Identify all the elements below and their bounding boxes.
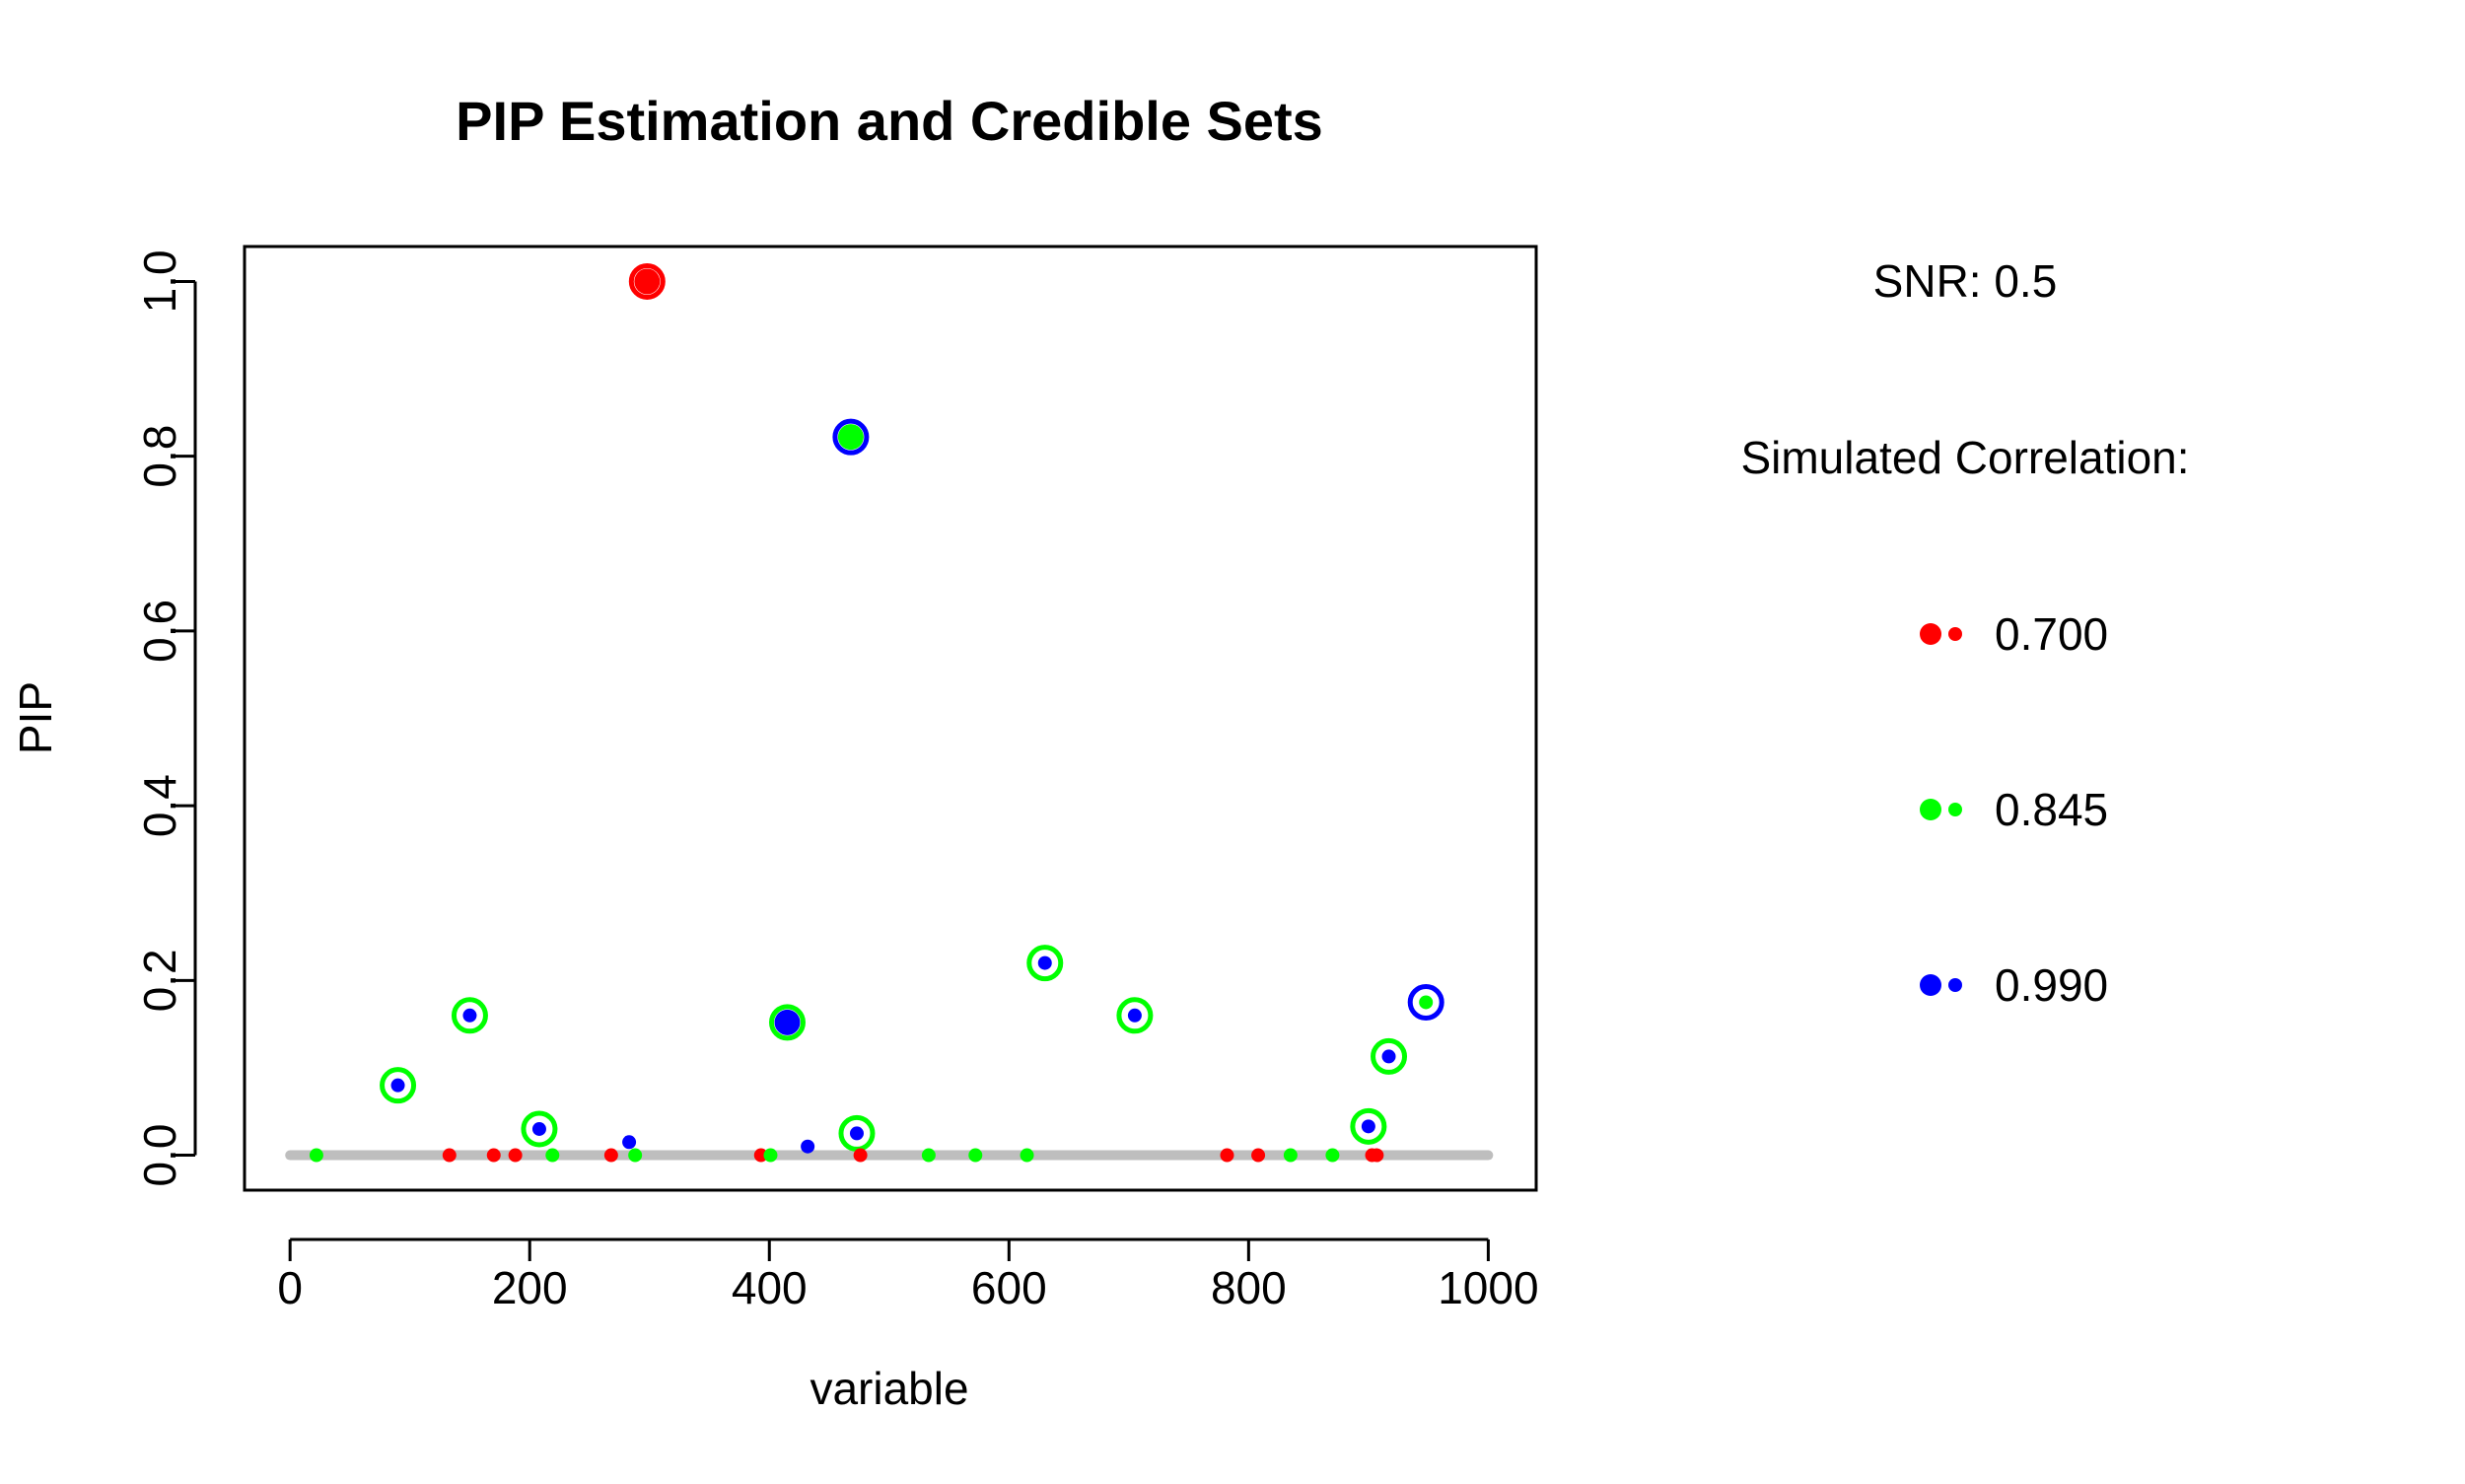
data-point — [1325, 1148, 1340, 1163]
data-point — [753, 1148, 768, 1163]
plot-frame — [243, 245, 1538, 1192]
credible-set-ring — [768, 1004, 806, 1041]
legend-marker-small — [1948, 803, 1962, 816]
data-point — [1037, 955, 1052, 970]
data-point — [545, 1148, 560, 1163]
legend-marker-small — [1948, 978, 1962, 992]
data-point — [622, 1135, 637, 1150]
credible-set-ring — [1116, 997, 1154, 1034]
credible-set-ring — [1407, 983, 1444, 1021]
credible-set-ring — [521, 1110, 558, 1148]
emphasized-point — [837, 424, 864, 451]
y-tick-label: 0.2 — [134, 949, 185, 1012]
credible-set-ring — [1026, 945, 1064, 982]
data-point — [1381, 1049, 1396, 1064]
emphasized-point — [774, 1009, 801, 1035]
data-point — [486, 1148, 501, 1163]
snr-label: SNR: 0.5 — [1873, 255, 2058, 307]
data-point — [390, 1078, 405, 1093]
plot-area: 0 200 400 600 800 1000 0.0 0.2 0.4 0.6 0.8 1.0 — [134, 245, 1539, 1313]
legend-item-label: 0.990 — [1995, 959, 2108, 1011]
legend-marker — [1920, 799, 1941, 820]
data-point — [1127, 1008, 1142, 1023]
y-tick-label: 0.8 — [134, 425, 185, 488]
data-point — [1283, 1148, 1298, 1163]
data-point — [1419, 995, 1434, 1010]
y-tick-label: 1.0 — [134, 249, 185, 313]
data-point — [763, 1148, 778, 1163]
credible-set-ring — [451, 997, 488, 1034]
x-tick-label: 0 — [277, 1262, 303, 1313]
credible-set-ring — [1371, 1037, 1408, 1075]
data-point — [849, 1126, 864, 1141]
data-point — [462, 1008, 477, 1023]
x-tick-label: 800 — [1211, 1262, 1287, 1313]
y-tick-label: 0.0 — [134, 1124, 185, 1187]
chart-title: PIP Estimation and Credible Sets — [456, 90, 1323, 152]
data-point — [309, 1148, 323, 1163]
x-tick-label: 1000 — [1438, 1262, 1538, 1313]
legend-item-label: 0.700 — [1995, 608, 2108, 660]
legend: 0.700 0.845 0.990 — [1920, 608, 2108, 1011]
x-axis-title: variable — [810, 1363, 968, 1414]
y-axis-title: PIP — [10, 681, 61, 754]
data-point — [1220, 1148, 1234, 1163]
emphasized-point — [634, 268, 661, 295]
x-tick-label: 600 — [971, 1262, 1047, 1313]
data-point — [1251, 1148, 1266, 1163]
data-point — [968, 1148, 983, 1163]
credible-set-ring — [1350, 1107, 1387, 1145]
legend-marker — [1920, 974, 1941, 996]
data-point — [853, 1148, 868, 1163]
legend-title: Simulated Correlation: — [1740, 432, 2189, 483]
x-tick-label: 200 — [492, 1262, 568, 1313]
data-point — [1020, 1148, 1034, 1163]
y-tick-label: 0.4 — [134, 774, 185, 837]
data-point — [1361, 1119, 1375, 1134]
data-point — [1370, 1148, 1384, 1163]
data-point — [628, 1148, 643, 1163]
credible-set-ring — [838, 1114, 876, 1152]
legend-item-label: 0.845 — [1995, 784, 2108, 835]
data-point — [801, 1139, 815, 1154]
legend-marker-small — [1948, 627, 1962, 641]
data-point — [442, 1148, 457, 1163]
credible-set-ring — [832, 418, 870, 456]
credible-set-ring — [380, 1067, 417, 1104]
y-tick-label: 0.6 — [134, 600, 185, 663]
data-point — [921, 1148, 936, 1163]
credible-set-ring — [628, 262, 666, 300]
data-point — [531, 1121, 546, 1136]
legend-marker — [1920, 623, 1941, 645]
x-tick-label: 400 — [732, 1262, 808, 1313]
data-point — [508, 1148, 523, 1163]
data-point — [603, 1148, 618, 1163]
